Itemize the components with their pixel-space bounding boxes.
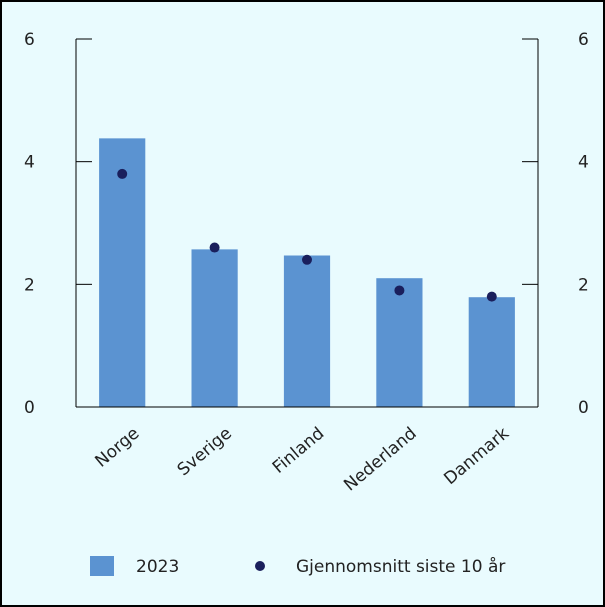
bar-sverige	[191, 249, 238, 407]
bar-finland	[283, 255, 331, 407]
y-tick-label-right: 6	[578, 30, 589, 50]
legend-swatch-point	[255, 561, 265, 571]
bar-danmark	[468, 297, 515, 407]
legend-label-bar: 2023	[136, 557, 179, 577]
point-nederland	[394, 285, 405, 296]
bars-layer	[99, 138, 515, 408]
y-tick-label-right: 2	[578, 275, 589, 295]
y-tick-label-left: 4	[24, 153, 35, 173]
y-tick-label-right: 0	[578, 398, 589, 418]
axes-layer	[75, 38, 539, 408]
bar-norge	[99, 138, 146, 408]
x-tick-label-danmark: Danmark	[440, 423, 513, 489]
points-layer	[117, 168, 497, 302]
x-tick-label-finland: Finland	[269, 424, 328, 478]
legend-label-point: Gjennomsnitt siste 10 år	[296, 556, 505, 577]
y-tick-label-left: 2	[24, 275, 35, 295]
point-sverige	[209, 242, 220, 253]
point-danmark	[486, 291, 497, 302]
point-norge	[117, 168, 128, 179]
y-tick-label-right: 4	[578, 153, 589, 173]
bar-nederland	[376, 278, 423, 407]
point-finland	[302, 254, 312, 265]
legend: 2023 Gjennomsnitt siste 10 år	[90, 556, 505, 577]
x-tick-label-norge: Norge	[91, 424, 143, 472]
y-tick-label-left: 0	[24, 398, 35, 418]
x-tick-label-sverige: Sverige	[174, 424, 236, 481]
x-tick-label-nederland: Nederland	[340, 424, 420, 496]
y-tick-label-left: 6	[24, 30, 35, 50]
legend-swatch-bar	[90, 556, 114, 576]
